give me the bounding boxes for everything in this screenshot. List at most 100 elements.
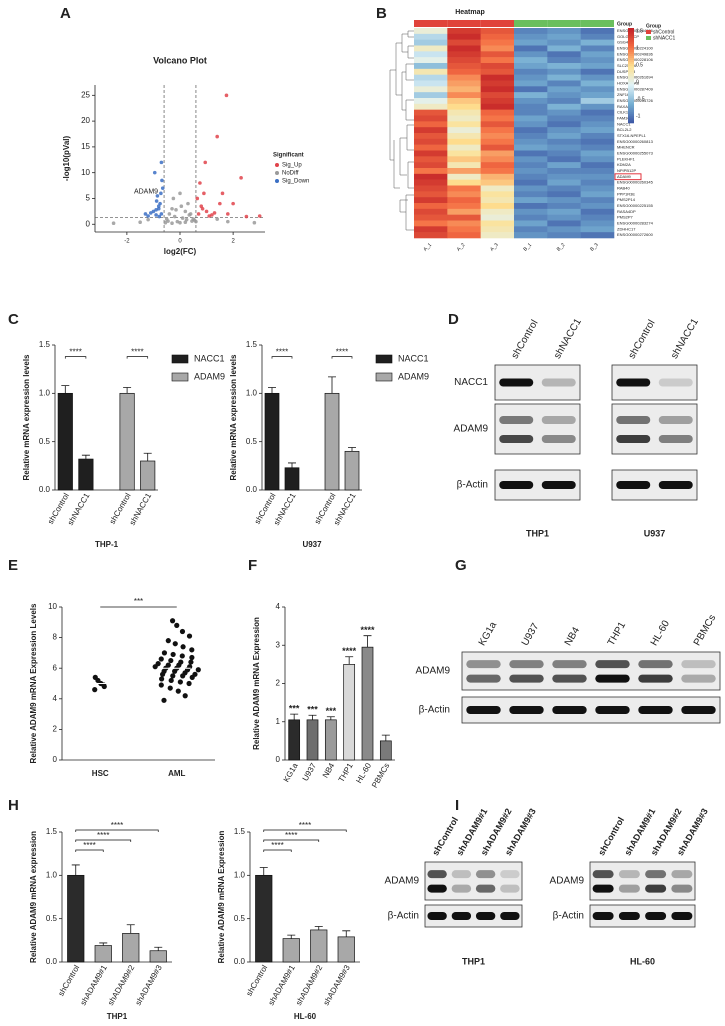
point [143,212,148,216]
chart-title: Volcano Plot [153,55,207,65]
colorbar-segment [628,31,634,35]
colorbar-segment [628,28,634,31]
error-bar [381,734,390,741]
heatmap-cell [580,226,615,233]
colorbar-segment [628,113,634,116]
point [174,622,180,628]
band [541,378,576,387]
point [186,633,193,639]
band [681,674,716,683]
bar [67,874,85,963]
point [169,618,176,624]
heatmap-cell [514,197,548,204]
bar [344,450,360,491]
point [168,677,174,684]
colorbar-segment [628,39,634,43]
heatmap-cell [447,150,481,157]
colorbar-segment [628,59,634,62]
heatmap-cell [547,168,581,175]
heatmap-cell [514,133,548,140]
x-axis-label: THP1 [107,1012,128,1021]
heatmap-cell [580,185,615,192]
colorbar-segment [628,35,634,39]
heatmap-cell [414,74,448,81]
heatmap-cell [580,220,615,227]
y-tick-label: 2 [276,679,281,688]
group-bar [414,20,448,27]
point [160,178,164,183]
point [161,697,167,703]
y-tick-label: 0.0 [46,957,58,966]
colorbar-segment [628,83,634,86]
heatmap-cell [547,156,581,163]
heatmap-cell [547,162,581,169]
point [166,219,170,223]
heatmap-cell [480,63,515,70]
heatmap-cell [480,203,515,210]
panel-label: H [8,797,19,814]
heatmap-cell [547,80,581,87]
heatmap-cell [414,179,448,186]
heatmap-cell [547,39,581,46]
chart-title: Heatmap [455,9,485,16]
lane-label: KG1a [477,620,500,648]
point [101,683,107,690]
band [451,884,472,893]
y-tick-label: 1.0 [39,388,51,397]
band [541,481,576,489]
heatmap-cell [514,86,548,93]
band [595,660,630,669]
heatmap-cell [480,168,515,175]
heatmap-cell [514,121,548,128]
heatmap-cell [580,103,615,110]
heatmap-cell [547,144,581,151]
heatmap-cell [514,191,548,198]
heatmap-cell [514,156,548,163]
significance-bracket [64,356,87,359]
significance-label: **** [97,831,109,840]
y-tick-label: 0.5 [46,914,58,923]
column-label: A_2 [456,242,467,253]
heatmap-cell [480,162,515,169]
y-tick-label: 1.5 [234,827,246,836]
point [146,217,150,222]
band [466,674,501,683]
y-tick-label: 1.0 [246,388,258,397]
band [541,416,576,424]
heatmap-cell [514,39,548,46]
colorbar-tick-label: 1 [636,46,639,52]
point [165,662,171,668]
heatmap-cell [547,92,581,99]
colorbar-segment [628,91,634,94]
row-label: MHENCR [617,145,635,150]
band [658,416,693,424]
error-bar [345,656,354,665]
point [179,653,185,659]
heatmap-cell [447,127,481,134]
band [645,884,667,893]
band [509,674,544,683]
point [159,676,165,682]
point [154,213,158,217]
block-label: U937 [644,528,666,538]
heatmap-cell [414,203,448,210]
heatmap-cell [414,109,448,116]
heatmap-cell [547,109,581,116]
point [168,657,174,664]
legend-label: Sig_Down [282,179,309,185]
point [187,213,192,217]
x-tick-label: shControl [244,963,269,997]
point [156,204,161,209]
point [215,134,219,139]
colorbar-segment [628,95,634,98]
heatmap-cell [447,208,481,215]
band [499,378,534,387]
point [177,679,183,685]
band [541,435,576,443]
point [92,687,98,693]
heatmap-cell [580,45,615,52]
band [500,870,520,879]
band [618,870,640,879]
point [220,191,225,196]
